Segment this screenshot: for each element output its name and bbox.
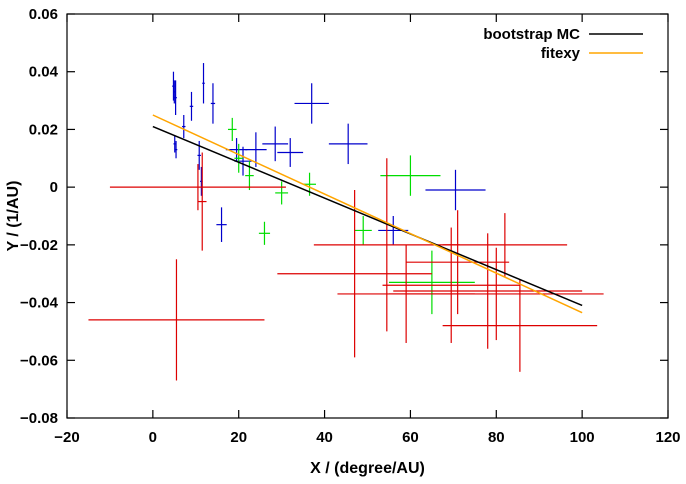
y-tick-label: −0.08 [20,410,58,427]
data-point [174,140,178,159]
fit-line-fitexy [152,114,583,314]
x-tick-label: 100 [570,429,595,446]
data-point [277,190,432,358]
data-point [380,155,441,196]
x-axis-label: X / (degree/AU) [310,460,425,477]
data-point [227,117,237,141]
error-bar-layer [88,63,604,381]
data-point [442,213,568,277]
data-point [294,83,329,124]
tick-layer: −20 0 20 40 60 80 100 120 −0.08 −0.06 −0.04 −0.02 0 0… [20,6,680,446]
data-point [275,181,289,205]
data-point [393,233,583,349]
data-point [328,123,368,165]
data-point [182,115,186,139]
y-tick-label: −0.06 [20,352,58,369]
x-tick-label: 120 [655,429,680,446]
data-point [197,152,207,251]
data-point [382,227,520,343]
data-point [354,216,372,245]
legend-label: bootstrap MC [483,26,580,43]
fit-line-bootstrap-mc [152,125,583,307]
data-point [88,259,265,381]
data-point [210,83,216,124]
data-point [388,250,475,315]
data-point [189,91,194,121]
y-tick-label: −0.02 [20,237,58,254]
data-point [174,80,177,115]
y-tick-label: 0 [50,179,58,196]
data-point [425,169,486,211]
legend-label: fitexy [541,45,581,62]
x-tick-label: 40 [316,429,333,446]
data-point [109,164,286,211]
y-axis-label: Y / (1/AU) [5,181,22,252]
plot-frame [66,13,669,419]
y-tick-label: −0.04 [20,295,59,312]
data-point [277,138,304,167]
data-point [262,126,289,162]
x-tick-label: 20 [230,429,247,446]
data-point [234,143,244,173]
y-tick-label: 0.02 [29,121,58,138]
y-tick-label: 0.04 [29,64,59,81]
data-point [245,161,254,191]
data-point [245,132,267,167]
x-tick-label: 80 [488,429,505,446]
data-point [406,210,510,315]
data-point [388,247,604,341]
data-point [442,279,598,372]
data-point [258,221,271,245]
y-tick-label: 0.06 [29,6,58,23]
fit-line-layer [152,114,583,314]
data-point [216,207,227,242]
x-tick-label: −20 [54,429,79,446]
legend: bootstrap MC fitexy [483,26,643,62]
x-tick-label: 60 [402,429,419,446]
data-point [202,63,205,104]
x-tick-label: 0 [149,429,157,446]
